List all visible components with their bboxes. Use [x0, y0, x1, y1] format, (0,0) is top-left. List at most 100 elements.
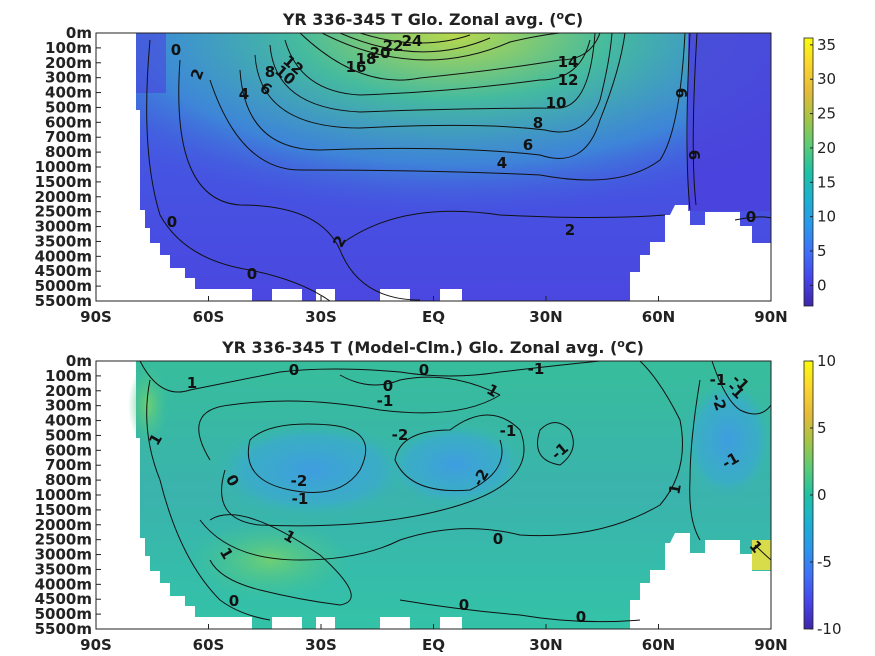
colorbar-tick-label: 0: [817, 486, 827, 504]
contour-label: 0: [167, 213, 177, 231]
colorbar-tick-label: 15: [817, 173, 836, 191]
y-tick-label: 400m: [45, 84, 92, 102]
colorbar-tick-label: 20: [817, 139, 836, 157]
y-tick-label: 1500m: [35, 173, 92, 191]
y-tick-label: 4500m: [35, 590, 92, 608]
contour-label: 0: [493, 530, 503, 548]
contour-label: 20: [370, 44, 391, 62]
panel-temperature: YR 336-345 T Glo. Zonal avg. (oC): [35, 9, 836, 326]
contour-label: 0: [746, 208, 756, 226]
colorbar-tick-label: 35: [817, 36, 836, 54]
x-tick-label: 90S: [80, 308, 112, 326]
contour-label: 10: [546, 94, 567, 112]
x-tick-label: 90S: [80, 636, 112, 654]
contour-label: 4: [239, 85, 249, 103]
panel2-contours: [139, 361, 771, 623]
panel1-contours: [146, 33, 771, 301]
contour-label: 8: [533, 114, 543, 132]
contour-label: 8: [265, 63, 275, 81]
x-tick-label: 90N: [754, 636, 787, 654]
panel1-colorbar: [803, 37, 814, 307]
x-tick-label: EQ: [422, 636, 445, 654]
panel1-title: YR 336-345 T Glo. Zonal avg. (oC): [282, 9, 583, 29]
y-tick-label: 600m: [45, 441, 92, 459]
panel2-contour-labels: 0 0 -1 1 0 1 -1 -1 -1 -1 -1 -2 -1 -2 0 -…: [145, 360, 766, 626]
contour-label: -2: [707, 391, 730, 413]
contour-label: 14: [558, 53, 579, 71]
contour-label: -1: [377, 392, 394, 410]
y-tick-label: 3500m: [35, 560, 92, 578]
contour-label: 0: [459, 596, 469, 614]
y-tick-label: 2000m: [35, 516, 92, 534]
contour-label: 22: [383, 37, 404, 55]
panel1-y-axis: 0m100m200m300m400m500m600m700m800m1000m1…: [35, 24, 101, 310]
colorbar-tick-label: -10: [817, 620, 842, 638]
panel2-title: YR 336-345 T (Model-Clm.) Glo. Zonal avg…: [221, 337, 644, 357]
contour-label: -1: [528, 360, 545, 378]
y-tick-label: 1500m: [35, 501, 92, 519]
y-tick-label: 700m: [45, 128, 92, 146]
contour-label: 12: [558, 71, 579, 89]
y-tick-label: 5000m: [35, 605, 92, 623]
contour-label: -2: [291, 472, 308, 490]
contour-label: 0: [229, 592, 239, 610]
y-tick-label: 5500m: [35, 292, 92, 310]
y-tick-label: 3500m: [35, 232, 92, 250]
y-tick-label: 0m: [66, 24, 92, 42]
y-tick-label: 500m: [45, 426, 92, 444]
colorbar-tick-label: 5: [817, 242, 827, 260]
y-tick-label: 700m: [45, 456, 92, 474]
contour-label: 2: [565, 221, 575, 239]
colorbar-tick-label: -5: [817, 553, 832, 571]
panel2-x-axis: 90S 60S 30S EQ 30N 60N 90N: [80, 624, 788, 654]
y-tick-label: 800m: [45, 471, 92, 489]
y-tick-label: 3000m: [35, 546, 92, 564]
contour-label: -1: [710, 371, 727, 389]
contour-label: 1: [665, 482, 685, 495]
y-tick-label: 4000m: [35, 575, 92, 593]
x-tick-label: EQ: [422, 308, 445, 326]
panel1-colorbar-ticks: 0 5 10 15 20 25 30 35: [810, 36, 836, 294]
panel1-field: 24 22 20 18 16 14 12 12 10 10 8 8 6 6 4 …: [136, 33, 771, 301]
x-tick-label: 60S: [193, 636, 225, 654]
contour-label: 1: [187, 374, 197, 392]
y-tick-label: 5000m: [35, 277, 92, 295]
y-tick-label: 600m: [45, 113, 92, 131]
y-tick-label: 100m: [45, 39, 92, 57]
y-tick-label: 2500m: [35, 531, 92, 549]
y-tick-label: 2000m: [35, 188, 92, 206]
y-tick-label: 3000m: [35, 218, 92, 236]
colorbar-tick-label: 10: [817, 352, 836, 370]
contour-label: -2: [392, 426, 409, 444]
y-tick-label: 2500m: [35, 203, 92, 221]
panel2-y-axis: 0m100m200m300m400m500m600m700m800m1000m1…: [35, 352, 101, 638]
contour-label: -1: [292, 490, 309, 508]
contour-label: -1: [719, 449, 742, 473]
colorbar-tick-label: 25: [817, 105, 836, 123]
y-tick-label: 4000m: [35, 247, 92, 265]
contour-label: 6: [685, 150, 703, 160]
contour-label: -1: [500, 422, 517, 440]
contour-label: 0: [383, 377, 393, 395]
y-tick-label: 200m: [45, 54, 92, 72]
contour-label: 6: [672, 88, 690, 98]
contour-label: 6: [523, 136, 533, 154]
y-tick-label: 1000m: [35, 158, 92, 176]
contour-label: 0: [247, 265, 257, 283]
x-tick-label: 30S: [305, 636, 337, 654]
contour-label: 18: [356, 50, 377, 68]
y-tick-label: 1000m: [35, 486, 92, 504]
x-tick-label: 60N: [642, 308, 675, 326]
x-tick-label: 30N: [529, 308, 562, 326]
y-tick-label: 0m: [66, 352, 92, 370]
panel-model-minus-climatology: YR 336-345 T (Model-Clm.) Glo. Zonal avg…: [35, 337, 842, 654]
colorbar-tick-label: 10: [817, 208, 836, 226]
panel2-field: 0 0 -1 1 0 1 -1 -1 -1 -1 -1 -2 -1 -2 0 -…: [128, 360, 771, 629]
x-tick-label: 60N: [642, 636, 675, 654]
x-tick-label: 30S: [305, 308, 337, 326]
contour-label: 0: [289, 361, 299, 379]
contour-label: 4: [497, 154, 507, 172]
panel2-colorbar-ticks: 10 5 0 -5 -10: [810, 352, 842, 638]
contour-label: 0: [576, 608, 586, 626]
